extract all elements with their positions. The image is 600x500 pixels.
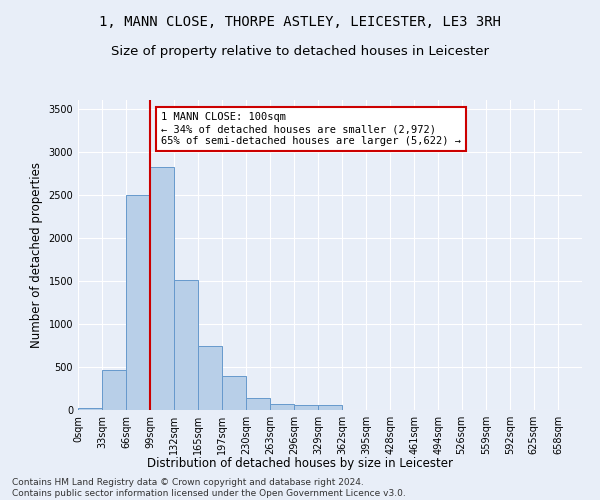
Text: Contains HM Land Registry data © Crown copyright and database right 2024.
Contai: Contains HM Land Registry data © Crown c… — [12, 478, 406, 498]
Text: 1, MANN CLOSE, THORPE ASTLEY, LEICESTER, LE3 3RH: 1, MANN CLOSE, THORPE ASTLEY, LEICESTER,… — [99, 15, 501, 29]
Bar — [199, 346, 223, 410]
Bar — [221, 376, 246, 410]
Bar — [246, 398, 270, 410]
Bar — [150, 167, 174, 410]
Bar — [270, 404, 294, 410]
Bar — [174, 280, 199, 410]
Bar — [102, 370, 126, 410]
Text: Distribution of detached houses by size in Leicester: Distribution of detached houses by size … — [147, 458, 453, 470]
Bar — [78, 408, 102, 410]
Bar — [294, 406, 318, 410]
Text: Size of property relative to detached houses in Leicester: Size of property relative to detached ho… — [111, 45, 489, 58]
Y-axis label: Number of detached properties: Number of detached properties — [30, 162, 43, 348]
Text: 1 MANN CLOSE: 100sqm
← 34% of detached houses are smaller (2,972)
65% of semi-de: 1 MANN CLOSE: 100sqm ← 34% of detached h… — [161, 112, 461, 146]
Bar — [126, 194, 150, 410]
Bar — [318, 406, 342, 410]
